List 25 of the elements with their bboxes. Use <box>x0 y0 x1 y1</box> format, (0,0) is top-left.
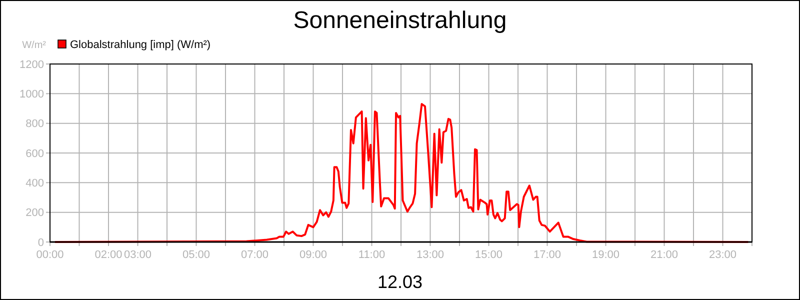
x-tick-label: 17:00 <box>533 249 562 261</box>
x-tick-label: 13:00 <box>416 249 444 261</box>
x-tick-label: 15:00 <box>474 249 503 261</box>
x-axis-title: 12.03 <box>377 272 423 292</box>
x-tick-label: 02:00 <box>94 249 122 261</box>
x-tick-label: 00:00 <box>36 249 64 261</box>
y-tick-label: 800 <box>26 118 44 130</box>
x-tick-label: 05:00 <box>182 249 210 261</box>
y-tick-label: 0 <box>38 236 44 249</box>
x-tick-label: 11:00 <box>358 249 386 261</box>
x-tick-label: 23:00 <box>708 249 737 261</box>
y-tick-label: 200 <box>26 207 44 220</box>
y-tick-label: 1200 <box>20 58 44 71</box>
x-tick-label: 07:00 <box>240 249 269 261</box>
x-tick-label: 21:00 <box>650 249 678 261</box>
x-tick-label: 09:00 <box>299 249 328 261</box>
y-tick-label: 600 <box>26 148 44 160</box>
y-axis-title: W/m² <box>22 40 47 51</box>
y-tick-label: 1000 <box>20 88 44 101</box>
legend-label: Globalstrahlung [imp] (W/m²) <box>70 39 211 51</box>
y-tick-label: 400 <box>26 178 44 190</box>
chart-title: Sonneneinstrahlung <box>293 7 507 34</box>
x-tick-label: 03:00 <box>124 249 152 261</box>
x-tick-label: 19:00 <box>592 249 620 261</box>
line-series <box>54 103 750 243</box>
